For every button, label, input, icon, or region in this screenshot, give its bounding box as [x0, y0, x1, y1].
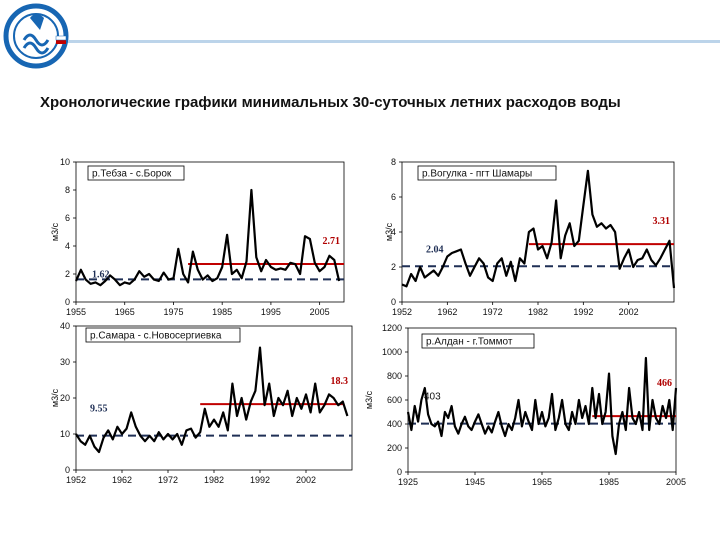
caption-box: [421, 333, 535, 349]
y-axis-label: м3/с: [384, 222, 394, 241]
chart-caption: р.Вогулка - пгт Шамары: [422, 169, 532, 180]
plot-area-frame: [407, 327, 677, 473]
x-tick-label: 1952: [392, 307, 412, 317]
series-line: [74, 188, 341, 287]
y-axis-label: м3/с: [50, 388, 60, 407]
chart-tebza: 0 2 4 6 8 10 1955 1965 1975 1985 1995 2005 м3/с 1.62 2…: [50, 157, 345, 317]
x-tick-label: 2002: [619, 307, 639, 317]
y-tick-label: 200: [387, 443, 402, 453]
series-line: [406, 356, 678, 456]
y-tick-label: 6: [391, 192, 396, 202]
x-tick-label: 1962: [112, 475, 132, 485]
x-tick-label: 1925: [398, 477, 418, 487]
y-tick-label: 30: [60, 357, 70, 367]
page-title: Хронологические графики минимальных 30-с…: [40, 94, 621, 111]
series-line: [75, 346, 349, 454]
x-tick-label: 1982: [204, 475, 224, 485]
y-tick-label: 800: [387, 371, 402, 381]
x-tick-label: 1962: [437, 307, 457, 317]
plot-area-frame: [401, 161, 675, 303]
y-axis-label: м3/с: [364, 390, 374, 409]
y-tick-label: 20: [60, 393, 70, 403]
y-tick-label: 600: [387, 395, 402, 405]
caption-box: [87, 165, 185, 181]
y-axis-label: м3/с: [50, 222, 60, 241]
y-tick-label: 8: [65, 185, 70, 195]
baseline-mean-label: 403: [424, 392, 441, 403]
recent-mean-label: 18.3: [331, 376, 349, 387]
x-tick-label: 2002: [296, 475, 316, 485]
y-tick-label: 0: [391, 297, 396, 307]
x-tick-label: 2005: [666, 477, 686, 487]
y-tick-label: 0: [65, 297, 70, 307]
y-tick-label: 4: [391, 227, 396, 237]
x-tick-label: 1992: [250, 475, 270, 485]
y-tick-label: 8: [391, 157, 396, 167]
x-tick-label: 1985: [599, 477, 619, 487]
chart-aldan: 0 200 400 600 800 1000 1200 1925 1945 1965 1985 200…: [364, 323, 686, 487]
series-line: [401, 169, 676, 289]
recent-mean-label: 466: [657, 378, 672, 389]
y-tick-label: 1000: [382, 347, 402, 357]
plot-area-frame: [75, 325, 353, 471]
y-tick-label: 0: [397, 467, 402, 477]
chart-vogulka: 0 2 4 6 8 1952 1962 1972 1982 1992 2002 м3/с 2.04 3.3…: [384, 157, 676, 317]
caption-box: [85, 327, 241, 343]
plot-area-frame: [75, 161, 345, 303]
y-tick-label: 2: [65, 269, 70, 279]
x-tick-label: 1995: [261, 307, 281, 317]
y-tick-label: 10: [60, 429, 70, 439]
chart-caption: р.Алдан - г.Томмот: [426, 337, 513, 348]
chart-samara: 0 10 20 30 40 1952 1962 1972 1982 1992 2002 м3/с 9.5…: [50, 321, 353, 485]
baseline-mean-label: 9.55: [90, 404, 108, 415]
caption-box: [417, 165, 557, 181]
recent-mean-label: 2.71: [323, 236, 341, 247]
recent-mean-label: 3.31: [653, 216, 671, 227]
x-tick-label: 1965: [532, 477, 552, 487]
y-tick-label: 40: [60, 321, 70, 331]
header-divider: [68, 40, 720, 43]
logo-emblem-icon: [3, 3, 69, 69]
x-tick-label: 2005: [310, 307, 330, 317]
x-tick-label: 1955: [66, 307, 86, 317]
x-tick-label: 1982: [528, 307, 548, 317]
x-tick-label: 1972: [158, 475, 178, 485]
x-tick-label: 1972: [483, 307, 503, 317]
x-tick-label: 1975: [163, 307, 183, 317]
y-tick-label: 10: [60, 157, 70, 167]
x-tick-label: 1985: [212, 307, 232, 317]
chart-caption: р.Тебза - с.Борок: [92, 168, 172, 180]
x-tick-label: 1952: [66, 475, 86, 485]
x-tick-label: 1945: [465, 477, 485, 487]
baseline-mean-label: 2.04: [426, 244, 444, 255]
y-tick-label: 2: [391, 262, 396, 272]
y-tick-label: 400: [387, 419, 402, 429]
chart-caption: р.Самара - с.Новосергиевка: [90, 331, 222, 342]
y-tick-label: 0: [65, 465, 70, 475]
y-tick-label: 4: [65, 241, 70, 251]
y-tick-label: 1200: [382, 323, 402, 333]
y-tick-label: 6: [65, 213, 70, 223]
x-tick-label: 1992: [573, 307, 593, 317]
x-tick-label: 1965: [115, 307, 135, 317]
baseline-mean-label: 1.62: [92, 269, 110, 280]
